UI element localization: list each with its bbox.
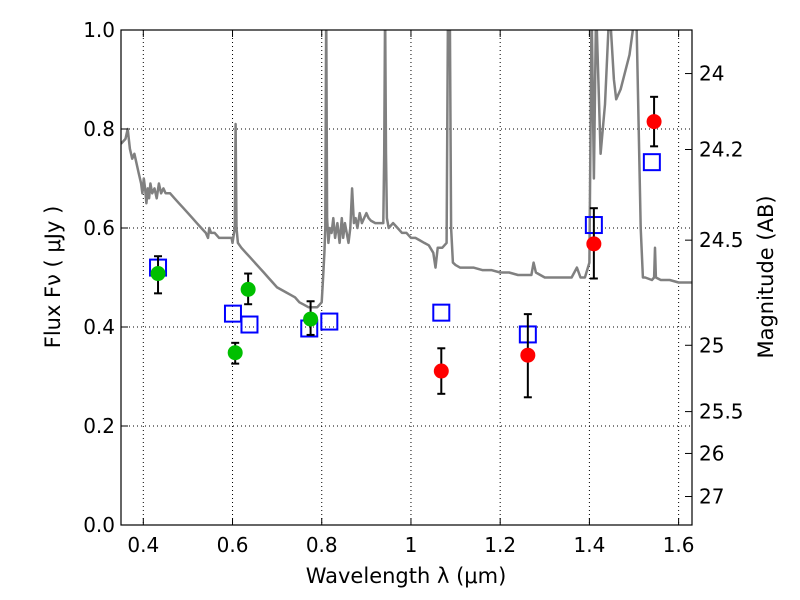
model-photometry-square: [432, 303, 451, 322]
observed-data-point: [520, 347, 536, 363]
x-tick-label: 1.4: [573, 533, 605, 557]
model-spectrum-line: [121, 30, 692, 309]
grid-lines: [121, 30, 692, 525]
x-axis-label: Wavelength λ (μm): [306, 564, 507, 588]
y-tick-label: 0.0: [83, 513, 115, 537]
x-axis: 0.4 0.6 0.8 1 1.2 1.4 1.6: [127, 30, 695, 557]
y-tick-label: 1.0: [83, 18, 115, 42]
x-tick-label: 0.8: [306, 533, 338, 557]
observed-data-point: [150, 266, 166, 282]
y2-axis: 24 24.2 24.5 25 25.5 26 27: [685, 62, 744, 509]
y-axis: 0.0 0.2 0.4 0.6 0.8 1.0: [83, 18, 128, 537]
x-tick-label: 1.2: [484, 533, 516, 557]
observed-data-point: [240, 281, 256, 297]
observed-data-point: [586, 236, 602, 252]
x-tick-label: 0.4: [127, 533, 159, 557]
x-tick-label: 1.6: [663, 533, 695, 557]
x-tick-label: 1: [405, 533, 418, 557]
y-axis-label: Flux Fν ( μJy ): [41, 206, 65, 349]
observed-data-point: [646, 114, 662, 130]
y-tick-label: 0.2: [83, 414, 115, 438]
y-tick-label: 0.4: [83, 315, 115, 339]
y2-tick-label: 26: [699, 441, 724, 465]
y2-tick-label: 24: [699, 62, 724, 86]
y2-tick-label: 24.2: [699, 138, 744, 162]
y-tick-label: 0.6: [83, 216, 115, 240]
observed-data-point: [227, 345, 243, 361]
plot-frame: [120, 29, 693, 526]
y2-tick-label: 27: [699, 485, 724, 509]
observed-data-point: [433, 363, 449, 379]
model-photometry-square: [240, 315, 259, 334]
y-tick-label: 0.8: [83, 117, 115, 141]
y2-tick-label: 25: [699, 333, 724, 357]
y2-tick-label: 25.5: [699, 400, 744, 424]
y2-axis-label: Magnitude (AB): [754, 195, 778, 358]
y2-tick-label: 24.5: [699, 228, 744, 252]
observed-data-point: [303, 311, 319, 327]
model-photometry-square: [642, 153, 661, 172]
x-tick-label: 0.6: [217, 533, 249, 557]
model-spectrum-layer: [121, 30, 692, 309]
model-photometry-square: [320, 312, 339, 331]
markers-layer: [149, 95, 662, 399]
model-photometry-square: [223, 304, 242, 323]
